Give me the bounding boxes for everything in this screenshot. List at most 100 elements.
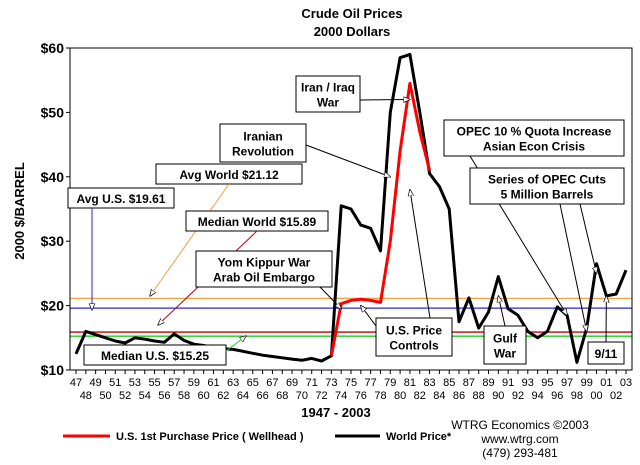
x-tick-label: 71 [306,377,318,389]
ann-opec-cuts-box [469,167,625,205]
ann-median-us-text: Median U.S. $15.25 [101,349,209,363]
x-tick-label: 93 [522,377,534,389]
x-tick-label: 79 [384,377,396,389]
x-tick-label: 53 [129,377,141,389]
ann-yom-kippur-box [195,250,333,288]
ann-opec-cuts-text: 5 Million Barrels [501,188,594,202]
ann-iran-iraq-box [295,75,361,113]
x-tick-label: 87 [463,377,475,389]
x-tick-label: 50 [99,390,111,402]
y-tick-label: $10 [41,362,65,378]
x-tick-label: 70 [296,390,308,402]
x-tick-label: 55 [148,377,160,389]
x-tick-label: 64 [237,390,249,402]
ann-avg-world-text: Avg World $21.12 [179,168,279,182]
x-tick-label: 81 [404,377,416,389]
x-tick-label: 72 [315,390,327,402]
x-tick-label: 57 [168,377,180,389]
x-tick-label: 63 [227,377,239,389]
x-tick-label: 00 [590,390,602,402]
x-tick-label: 95 [541,377,553,389]
x-tick-label: 65 [247,377,259,389]
arrow-opec-cuts-2 [579,203,597,273]
ann-gulf-war-text: War [494,347,517,361]
y-tick-label: $50 [41,104,65,120]
ann-median-us: Median U.S. $15.25 [83,344,227,366]
ann-iran-iraq-text: Iran / Iraq [301,81,355,95]
arrow-us-price-controls-2 [410,190,431,319]
ann-median-world-text: Median World $15.89 [198,215,317,229]
x-tick-label: 49 [90,377,102,389]
arrow-avg-world [150,183,230,296]
ann-us-price-controls-text: U.S. Price [386,324,442,338]
x-tick-label: 84 [433,390,445,402]
ann-opec-quota-box [443,119,625,157]
ann-iranian-revolution-box [219,123,307,163]
x-tick-label: 76 [355,390,367,402]
ann-iranian-revolution-text: Iranian [243,130,282,144]
x-tick-label: 54 [139,390,151,402]
legend-label-world: World Price* [386,431,452,443]
credit-phone: (479) 293-481 [482,446,558,460]
x-tick-label: 78 [374,390,386,402]
ann-iran-iraq-text: War [317,96,340,110]
x-tick-label: 69 [286,377,298,389]
x-tick-label: 99 [581,377,593,389]
ann-opec-quota-text: OPEC 10 % Quota Increase [457,125,612,139]
x-tick-label: 75 [345,377,357,389]
x-tick-label: 01 [600,377,612,389]
y-axis-label: 2000 $/BARREL [12,162,27,260]
x-tick-label: 02 [610,390,622,402]
chart-subtitle: 2000 Dollars [314,24,391,39]
ann-gulf-war-box [483,325,527,365]
ann-median-us-box [83,344,227,366]
x-tick-label: 48 [80,390,92,402]
arrow-us-price-controls [361,306,377,327]
ann-us-price-controls-box [375,317,453,357]
legend-label-us: U.S. 1st Purchase Price ( Wellhead ) [116,431,304,443]
x-tick-label: 68 [276,390,288,402]
x-tick-label: 73 [325,377,337,389]
legend: U.S. 1st Purchase Price ( Wellhead ) Wor… [63,431,452,443]
x-tick-label: 74 [335,390,347,402]
chart-title: Crude Oil Prices [301,6,402,21]
x-tick-label: 91 [502,377,514,389]
arrow-iranian-revolution [305,144,390,177]
x-tick-label: 83 [423,377,435,389]
x-tick-label: 58 [178,390,190,402]
y-tick-label: $30 [41,233,65,249]
y-tick-label: $20 [41,298,65,314]
x-axis-label: 1947 - 2003 [301,405,370,420]
ann-nine-eleven-text: 9/11 [595,347,618,361]
x-tick-label: 59 [188,377,200,389]
x-tick-label: 80 [394,390,406,402]
x-tick-label: 66 [256,390,268,402]
ann-gulf-war-text: Gulf [493,332,518,346]
arrow-median-us [225,336,246,352]
x-tick-label: 51 [109,377,121,389]
x-tick-label: 96 [551,390,563,402]
ann-avg-world: Avg World $21.12 [155,163,303,185]
ann-median-world: Median World $15.89 [185,210,329,232]
ann-avg-us-text: Avg U.S. $19.61 [77,192,166,206]
arrow-yom-kippur [319,286,341,309]
ann-yom-kippur-text: Arab Oil Embargo [213,271,315,285]
x-tick-label: 85 [443,377,455,389]
ann-us-price-controls-text: Controls [389,339,439,353]
y-tick-label: $60 [41,40,65,56]
x-tick-label: 61 [207,377,219,389]
x-tick-label: 60 [198,390,210,402]
x-tick-label: 94 [531,390,543,402]
ann-opec-cuts-text: Series of OPEC Cuts [488,173,606,187]
x-tick-label: 82 [414,390,426,402]
arrow-opec-cuts [559,203,587,331]
ann-avg-us-box [67,187,175,209]
x-tick-label: 52 [119,390,131,402]
